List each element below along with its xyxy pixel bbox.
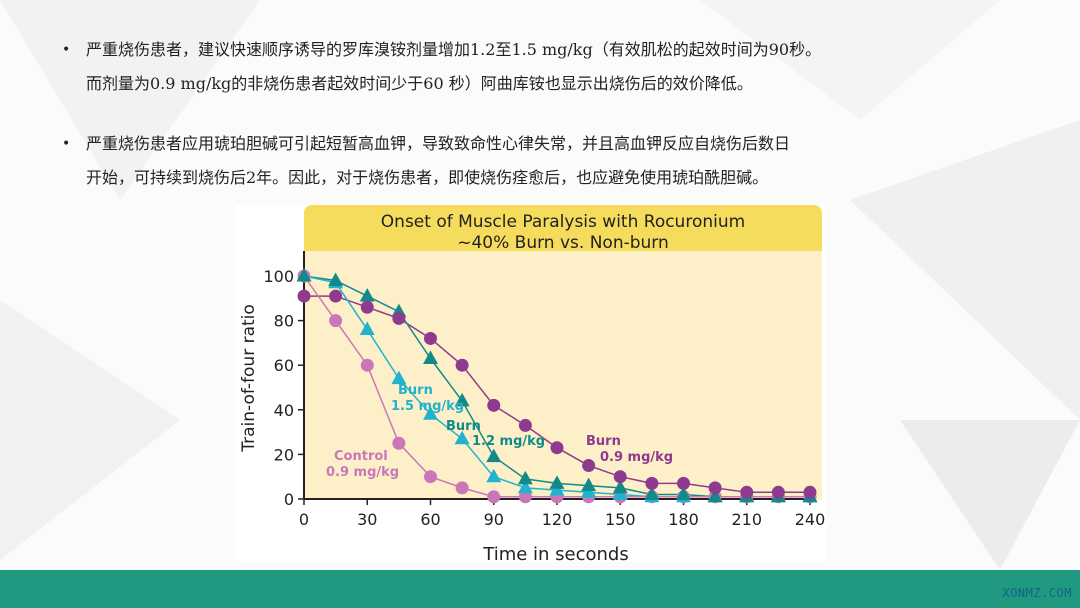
bullet-line: 开始，可持续到烧伤后2年。因此，对于烧伤患者，即使烧伤痊愈后，也应避免使用琥珀酰… — [86, 168, 769, 187]
data-point — [645, 476, 659, 490]
data-point — [455, 481, 469, 495]
data-point — [328, 272, 344, 286]
data-point — [740, 485, 754, 499]
chart-svg: Onset of Muscle Paralysis with Rocuroniu… — [239, 205, 826, 565]
data-point — [518, 418, 532, 432]
data-point — [707, 488, 723, 503]
data-point — [329, 314, 343, 328]
bullet-dot: • — [62, 136, 71, 152]
bullet-line: 严重烧伤患者，建议快速顺序诱导的罗库溴铵剂量增加1.2至1.5 mg/kg（有效… — [86, 40, 822, 59]
data-point — [486, 468, 502, 483]
rocuronium-chart: Onset of Muscle Paralysis with Rocuroniu… — [236, 205, 826, 565]
series-label: Burn — [446, 419, 481, 434]
y-tick-label: 80 — [274, 312, 294, 331]
series-label: Control — [334, 449, 388, 464]
plot-background — [304, 251, 822, 500]
x-tick-label: 150 — [605, 510, 636, 529]
data-point — [708, 481, 722, 495]
x-tick-label: 60 — [420, 510, 440, 529]
chart-subtitle: ~40% Burn vs. Non-burn — [457, 233, 669, 253]
series-label: Burn — [586, 434, 621, 449]
data-point — [424, 470, 437, 484]
data-point — [612, 479, 628, 494]
data-point — [329, 289, 343, 303]
series-label: 1.2 mg/kg — [472, 434, 545, 449]
data-point — [487, 398, 501, 412]
data-point — [677, 476, 690, 490]
y-tick-label: 0 — [284, 490, 294, 509]
data-point — [771, 485, 785, 499]
data-point — [454, 392, 470, 407]
data-point — [455, 358, 469, 372]
data-point — [581, 477, 597, 492]
x-axis-label: Time in seconds — [482, 544, 628, 562]
data-point — [423, 350, 438, 365]
data-point — [359, 288, 375, 302]
x-tick-label: 30 — [357, 510, 377, 529]
data-point — [454, 430, 470, 445]
bullet-rocuronium: • 严重烧伤患者，建议快速顺序诱导的罗库溴铵剂量增加1.2至1.5 mg/kg（… — [62, 33, 1022, 101]
y-tick-label: 60 — [274, 356, 294, 375]
y-tick-label: 20 — [274, 445, 294, 464]
data-point — [550, 441, 564, 455]
data-point — [582, 459, 596, 473]
data-point — [392, 436, 406, 450]
data-point — [517, 479, 533, 494]
data-point — [518, 490, 532, 504]
x-tick-label: 0 — [299, 510, 309, 529]
data-point — [803, 485, 817, 499]
data-point — [392, 311, 406, 325]
site-watermark: XONMZ.COM — [1002, 586, 1072, 600]
x-tick-label: 90 — [484, 510, 504, 529]
data-point — [359, 321, 375, 336]
chart-header — [304, 205, 822, 258]
chart-title: Onset of Muscle Paralysis with Rocuroniu… — [381, 212, 745, 232]
x-tick-label: 180 — [668, 510, 699, 529]
y-axis-label: Train-of-four ratio — [239, 304, 259, 453]
data-point — [296, 268, 312, 282]
data-point — [613, 470, 627, 484]
x-tick-label: 120 — [542, 510, 573, 529]
data-point — [297, 289, 311, 303]
series-label: 0.9 mg/kg — [326, 465, 399, 480]
bullet-line: 而剂量为0.9 mg/kg的非烧伤患者起效时间少于60 秒）阿曲库铵也显示出烧伤… — [86, 74, 753, 93]
data-point — [391, 370, 407, 385]
data-point — [644, 486, 660, 501]
y-tick-label: 40 — [274, 401, 294, 420]
series-label: 1.5 mg/kg — [391, 399, 464, 414]
x-tick-label: 210 — [731, 510, 762, 529]
data-point — [676, 486, 691, 501]
data-point — [486, 448, 502, 463]
footer-bar: XONMZ.COM — [0, 570, 1080, 608]
data-point — [360, 300, 374, 314]
data-point — [549, 475, 565, 489]
y-tick-label: 100 — [263, 267, 294, 286]
data-point — [517, 470, 533, 485]
bullet-succinylcholine: • 严重烧伤患者应用琥珀胆碱可引起短暂高血钾，导致致命性心律失常，并且高血钾反应… — [62, 127, 1022, 195]
bullet-line: 严重烧伤患者应用琥珀胆碱可引起短暂高血钾，导致致命性心律失常，并且高血钾反应自烧… — [86, 134, 791, 153]
series-label: 0.9 mg/kg — [600, 450, 673, 465]
bullet-dot: • — [62, 42, 71, 58]
data-point — [423, 406, 438, 420]
x-tick-label: 240 — [795, 510, 826, 529]
data-point — [487, 490, 501, 504]
data-point — [360, 358, 374, 372]
data-point — [424, 331, 437, 345]
series-label: Burn — [398, 383, 433, 398]
